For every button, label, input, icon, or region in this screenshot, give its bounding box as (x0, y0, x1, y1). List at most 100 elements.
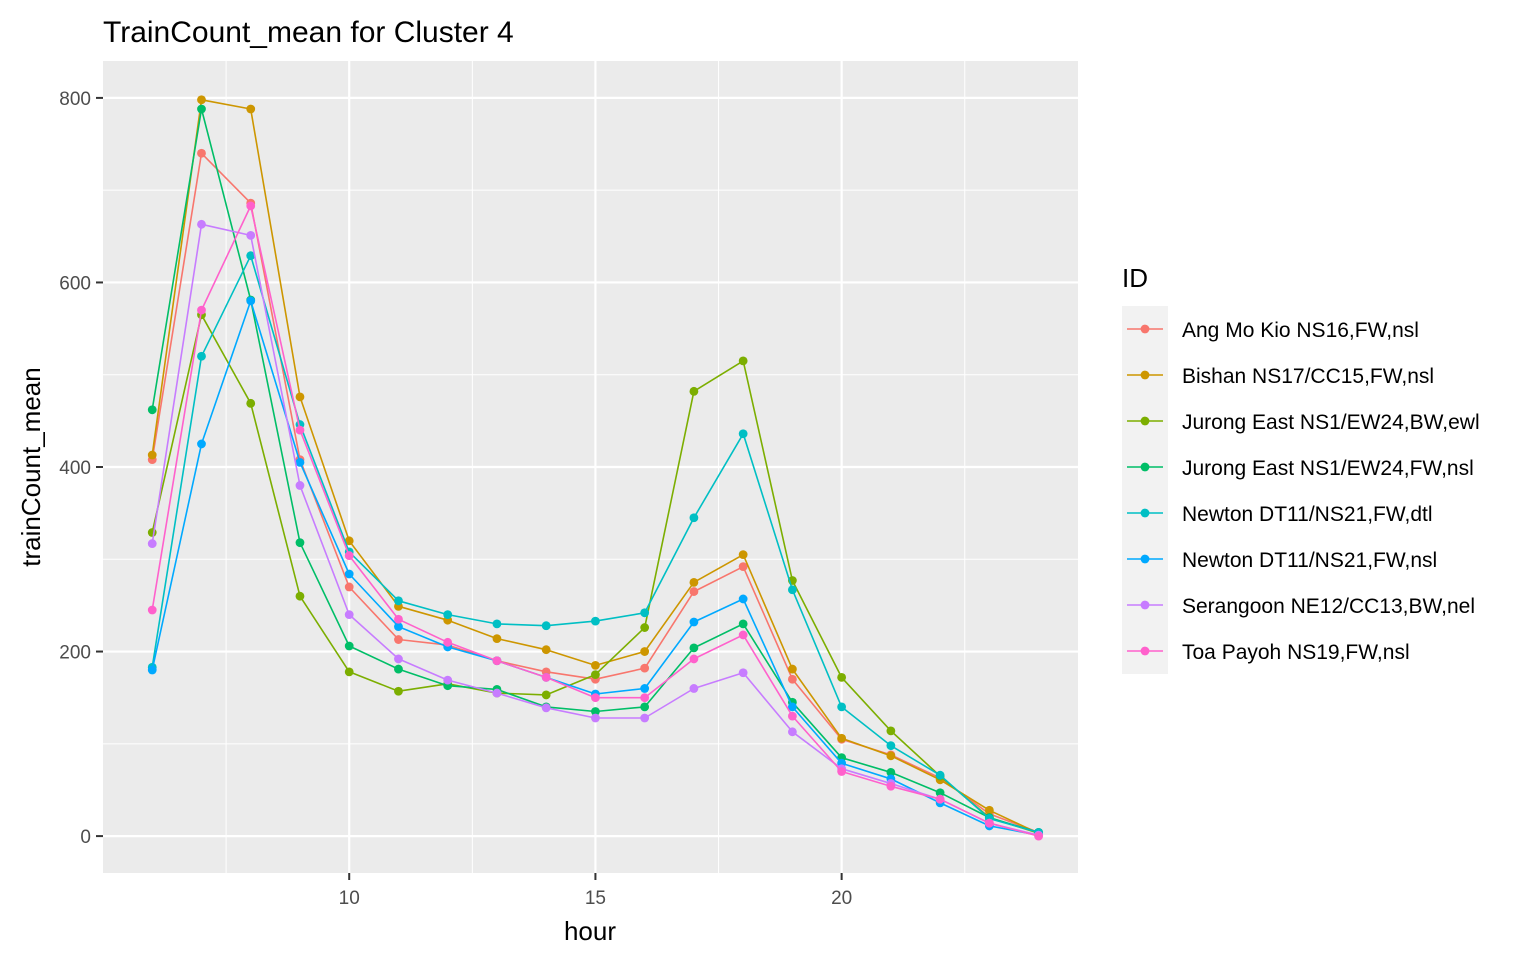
data-point (246, 398, 256, 408)
legend-key-point (1140, 646, 1150, 656)
data-point (295, 392, 305, 402)
data-point (147, 539, 157, 548)
data-point (640, 693, 650, 703)
data-point (541, 690, 551, 700)
data-point (886, 751, 896, 761)
data-point (689, 587, 699, 596)
data-point (344, 551, 354, 560)
data-point (541, 645, 551, 655)
data-point (738, 356, 748, 366)
data-point (935, 770, 945, 780)
data-point (738, 550, 748, 560)
legend-title: ID (1122, 263, 1148, 293)
y-tick-label: 200 (59, 643, 91, 664)
data-point (787, 702, 797, 712)
data-point (394, 686, 403, 696)
legend-item: Toa Payoh NS19,FW,nsl (1127, 641, 1410, 664)
data-point (197, 439, 206, 449)
data-point (689, 577, 699, 587)
data-point (984, 805, 994, 815)
data-point (541, 672, 551, 682)
data-point (738, 594, 748, 604)
data-point (443, 610, 453, 620)
data-point (492, 619, 502, 629)
legend-label: Newton DT11/NS21,FW,dtl (1182, 503, 1433, 526)
data-point (147, 405, 157, 415)
y-axis: 0 200 400 600 800 (59, 89, 103, 848)
legend-key-point (1140, 370, 1150, 380)
data-point (344, 569, 354, 579)
x-tick-label: 20 (831, 888, 852, 909)
data-point (147, 528, 157, 537)
data-point (246, 251, 256, 261)
data-point (738, 630, 748, 640)
data-point (394, 596, 403, 606)
legend-label: Jurong East NS1/EW24,FW,nsl (1182, 457, 1474, 480)
data-point (787, 664, 797, 674)
data-point (394, 664, 403, 674)
legend-key-point (1140, 324, 1150, 334)
data-point (787, 711, 797, 721)
data-point (394, 614, 403, 624)
x-axis-title: hour (564, 916, 616, 946)
series-layer (147, 95, 1044, 841)
data-point (197, 104, 206, 114)
data-point (689, 617, 699, 627)
data-point (640, 702, 650, 712)
data-point (591, 693, 600, 703)
data-point (640, 684, 650, 693)
data-point (787, 585, 797, 595)
data-point (787, 674, 797, 684)
data-point (689, 654, 699, 664)
legend-item: Jurong East NS1/EW24,FW,nsl (1127, 457, 1474, 480)
data-point (197, 305, 206, 315)
data-point (344, 610, 354, 620)
chart-title: TrainCount_mean for Cluster 4 (103, 16, 514, 49)
legend-key-point (1140, 554, 1150, 564)
data-point (246, 201, 256, 211)
data-point (738, 429, 748, 439)
legend-item: Newton DT11/NS21,FW,dtl (1127, 503, 1433, 526)
data-point (344, 582, 354, 592)
series-5 (147, 251, 1044, 837)
data-point (689, 386, 699, 396)
data-point (738, 619, 748, 629)
legend-key-point (1140, 416, 1150, 426)
data-point (344, 641, 354, 651)
data-point (246, 296, 256, 306)
data-point (886, 741, 896, 751)
legend-item: Jurong East NS1/EW24,BW,ewl (1127, 411, 1480, 434)
legend-item: Ang Mo Kio NS16,FW,nsl (1127, 319, 1419, 342)
data-point (738, 562, 748, 572)
data-point (738, 668, 748, 678)
data-point (295, 481, 305, 490)
data-point (197, 148, 206, 158)
data-point (295, 538, 305, 548)
data-point (147, 450, 157, 460)
x-axis: 10 15 20 (339, 873, 852, 909)
data-point (541, 621, 551, 631)
legend-label: Toa Payoh NS19,FW,nsl (1182, 641, 1410, 664)
data-point (787, 727, 797, 737)
series-8 (147, 201, 1044, 841)
y-tick-label: 400 (59, 458, 91, 479)
data-point (689, 684, 699, 693)
y-tick-label: 0 (80, 827, 91, 848)
data-point (886, 726, 896, 736)
data-point (591, 616, 600, 626)
data-point (197, 351, 206, 361)
legend-key-point (1140, 462, 1150, 472)
data-point (689, 513, 699, 523)
y-axis-title: trainCount_mean (16, 367, 46, 566)
data-point (640, 663, 650, 673)
data-point (640, 647, 650, 656)
data-point (344, 536, 354, 546)
legend-key-point (1140, 600, 1150, 610)
data-point (147, 605, 157, 615)
legend-item: Bishan NS17/CC15,FW,nsl (1127, 365, 1434, 388)
legend-keys-background (1122, 306, 1168, 674)
data-point (935, 794, 945, 804)
data-point (591, 660, 600, 670)
legend-item: Newton DT11/NS21,FW,nsl (1127, 549, 1437, 572)
